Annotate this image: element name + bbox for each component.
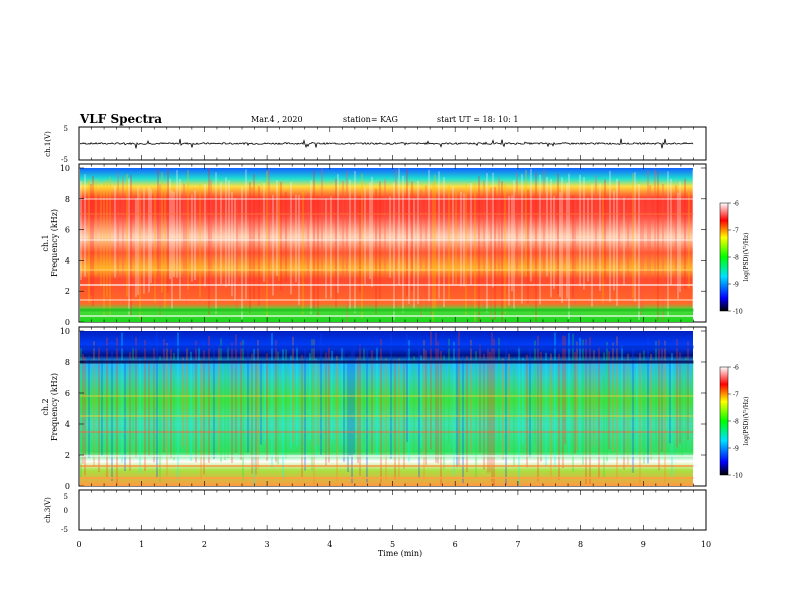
x-tick-label: 2	[202, 540, 207, 549]
colorbar-tick-label: -6	[733, 365, 739, 372]
colorbar-tick-label: -7	[733, 392, 739, 399]
y-tick-label: 0	[65, 318, 70, 327]
date-label: Mar.4 , 2020	[251, 115, 303, 124]
ch1-colorbar-ticks: -6 -7 -8 -9 -10	[728, 201, 743, 316]
station-label: station= KAG	[343, 115, 398, 124]
colorbar-tick-label: -9	[733, 282, 739, 289]
colorbar-tick-label: -8	[733, 255, 739, 262]
y-tick-label: 10	[60, 164, 70, 173]
ch2-colorbar-ticks: -6 -7 -8 -9 -10	[728, 365, 743, 480]
colorbar-tick-label: -10	[733, 473, 743, 480]
ch2-spectrogram-features	[80, 331, 694, 486]
y-tick-label: 2	[65, 451, 70, 460]
start-time-label: start UT = 18: 10: 1	[437, 115, 518, 124]
ch1-spectrogram-panel: 0 2 4 6 8 10 ch.1 Frequency (kHz)	[41, 163, 707, 327]
colorbar-tick-label: -9	[733, 446, 739, 453]
colorbar-tick-label: -8	[733, 419, 739, 426]
y-tick-label: 2	[65, 287, 70, 296]
y-tick-label: 4	[65, 256, 70, 265]
x-axis-tick-labels: 0 1 2 3 4 5 6 7 8 9 10	[76, 540, 711, 549]
x-tick-label: 8	[578, 540, 583, 549]
ch1-spectrogram-y-axis-label: Frequency (kHz)	[50, 209, 59, 277]
ch3-ytick-label: 5	[64, 493, 68, 501]
ch3-ytick-label: -5	[61, 526, 68, 534]
ch1-waveform-trace	[79, 138, 694, 149]
y-tick-label: 8	[65, 358, 70, 367]
ch2-spectrogram-panel: 0 2 4 6 8 10 ch.2 Frequency (kHz)	[41, 326, 707, 491]
colorbar-tick-label: -6	[733, 201, 739, 208]
colorbar-tick-label: -10	[733, 309, 743, 316]
ch1-waveform-panel: 5 -5 ch.1(V)	[44, 125, 707, 164]
ch2-colorbar-label: log(PSD)(V²/Hz)	[743, 397, 750, 446]
ch1-ytick-label: 5	[64, 125, 68, 133]
ch1-y-ticks: 0 2 4 6 8 10	[60, 164, 706, 327]
x-axis-ticks	[78, 127, 707, 530]
ch1-colorbar-label: log(PSD)(V²/Hz)	[743, 233, 750, 282]
ch1-ytick-label: -5	[61, 156, 68, 164]
y-tick-label: 6	[65, 389, 70, 398]
x-axis-label: Time (min)	[378, 549, 422, 558]
colorbar-tick-label: -7	[733, 228, 739, 235]
x-tick-label: 6	[453, 540, 458, 549]
y-tick-label: 10	[60, 327, 70, 336]
ch1-colorbar-scale	[719, 202, 729, 312]
ch3-y-axis-label: ch.3(V)	[44, 497, 52, 523]
ch3-ytick-label: 0	[64, 507, 68, 515]
x-tick-label: 5	[390, 540, 395, 549]
x-tick-label: 0	[76, 540, 81, 549]
ch2-y-ticks: 0 2 4 6 8 10	[60, 327, 706, 491]
x-tick-label: 4	[327, 540, 332, 549]
ch1-spectrogram-image	[80, 168, 693, 322]
ch2-colorbar-scale	[719, 366, 729, 476]
ch2-spectrogram-channel-label: ch.2	[41, 398, 50, 415]
ch3-waveform-frame	[78, 489, 707, 531]
x-tick-label: 3	[265, 540, 270, 549]
y-tick-label: 0	[65, 482, 70, 491]
x-tick-label: 9	[641, 540, 646, 549]
y-tick-label: 8	[65, 195, 70, 204]
x-tick-label: 1	[139, 540, 144, 549]
x-tick-label: 7	[515, 540, 520, 549]
figure-title: VLF Spectra	[79, 112, 162, 126]
ch1-y-axis-label: ch.1(V)	[44, 131, 52, 157]
x-tick-label: 10	[701, 540, 711, 549]
y-tick-label: 6	[65, 226, 70, 235]
ch1-spectrogram-features	[80, 168, 694, 322]
ch2-colorbar: -6 -7 -8 -9 -10 log(PSD)(V²/Hz)	[719, 365, 750, 480]
ch2-spectrogram-y-axis-label: Frequency (kHz)	[50, 373, 59, 441]
ch3-waveform-panel: 5 0 -5 ch.3(V)	[44, 489, 707, 534]
y-tick-label: 4	[65, 420, 70, 429]
ch1-spectrogram-channel-label: ch.1	[41, 234, 50, 251]
ch1-colorbar: -6 -7 -8 -9 -10 log(PSD)(V²/Hz)	[719, 201, 750, 316]
